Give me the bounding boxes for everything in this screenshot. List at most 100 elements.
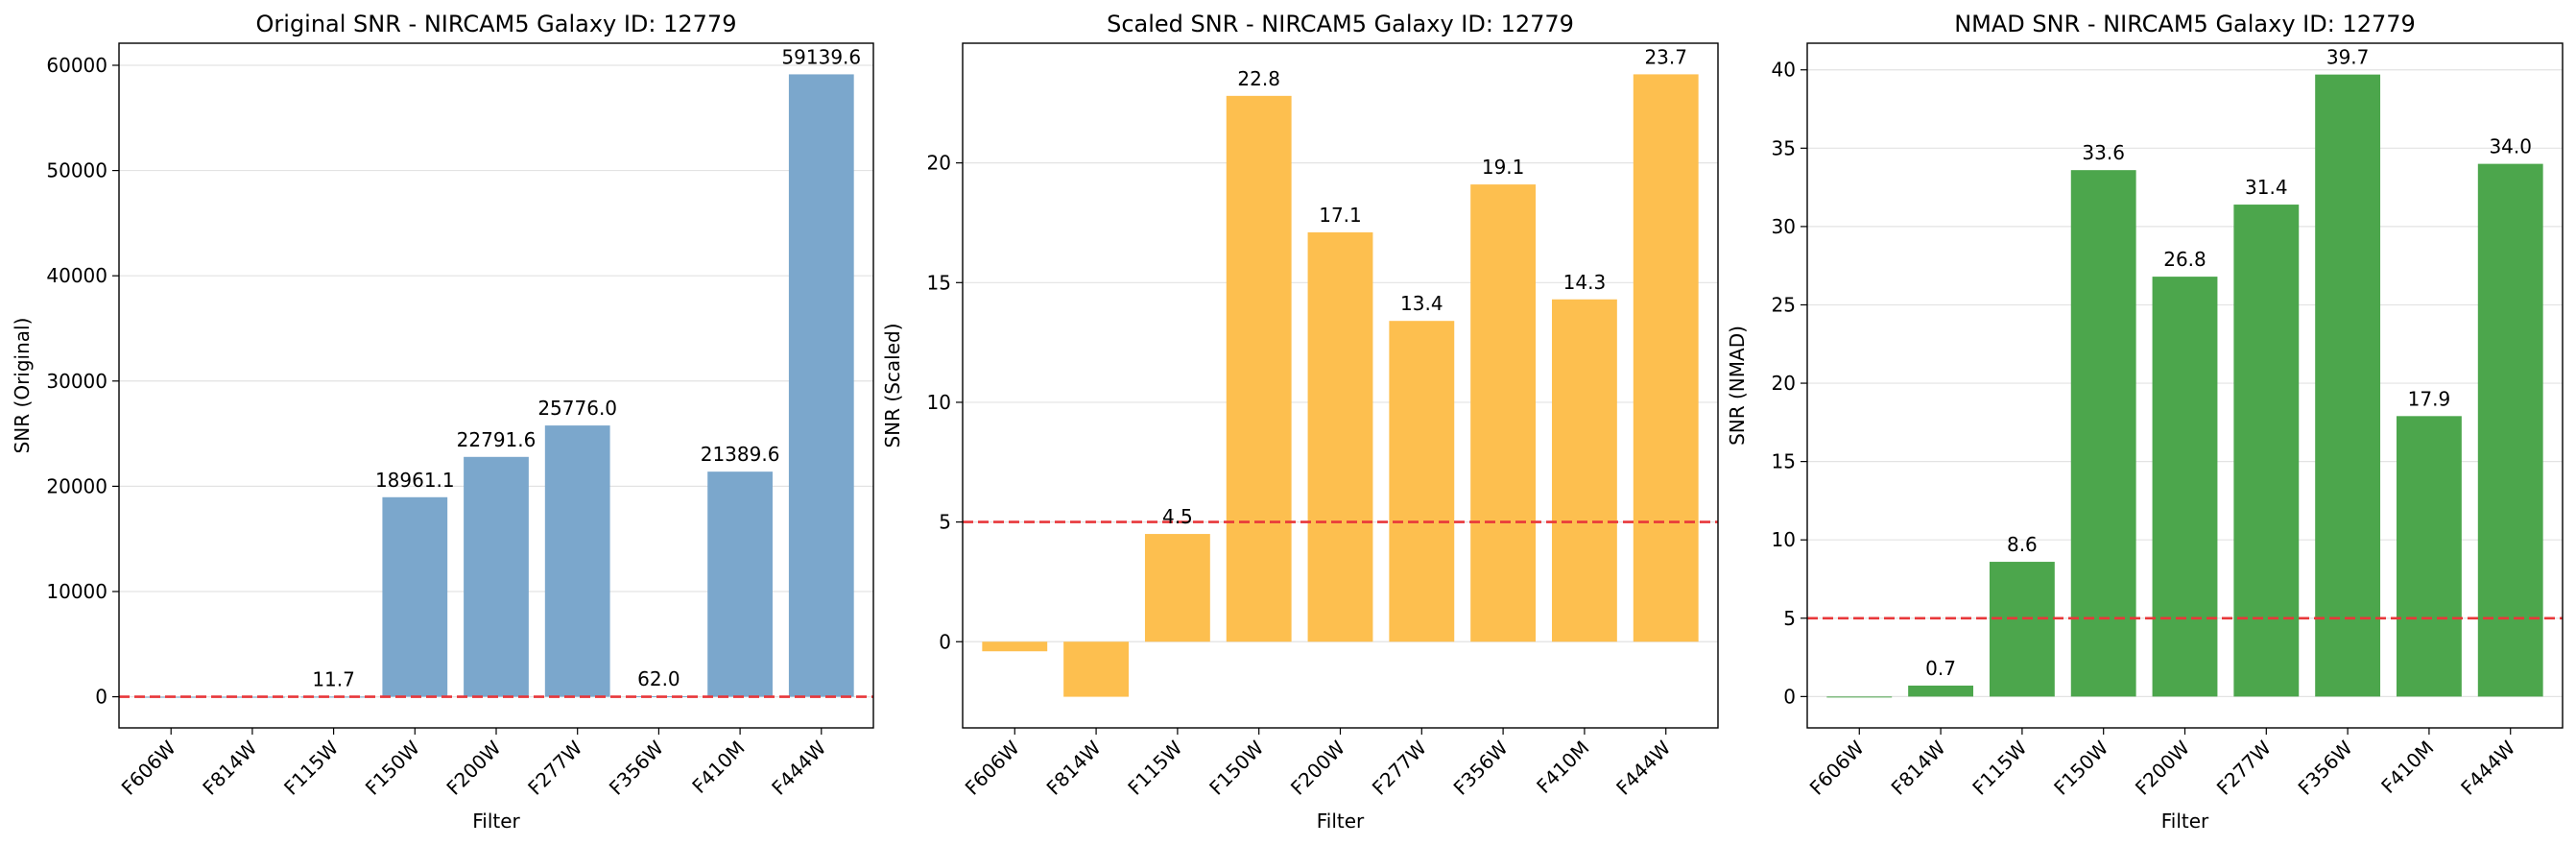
- chart-title: NMAD SNR - NIRCAM5 Galaxy ID: 12779: [1954, 11, 2416, 37]
- y-tick-label: 15: [1772, 450, 1796, 473]
- chart-title: Scaled SNR - NIRCAM5 Galaxy ID: 12779: [1107, 11, 1574, 37]
- y-tick-label: 5: [939, 511, 951, 534]
- x-tick-label: F356W: [605, 736, 668, 799]
- y-tick-label: 5: [1783, 607, 1796, 630]
- x-tick-label: F410M: [687, 737, 749, 798]
- x-tick-label: F115W: [1968, 736, 2031, 799]
- x-tick-label: F277W: [2212, 736, 2276, 799]
- data-label: 18961.1: [375, 469, 455, 492]
- bar-f150w: [1226, 95, 1292, 642]
- y-tick-label: 10000: [46, 580, 107, 603]
- data-label: 0.7: [1925, 657, 1956, 680]
- data-label: 39.7: [2326, 46, 2370, 69]
- x-tick-label: F200W: [1286, 736, 1349, 799]
- data-label: 25776.0: [537, 397, 617, 420]
- x-tick-label: F410M: [2376, 737, 2438, 798]
- x-tick-label: F150W: [1205, 736, 1268, 799]
- x-tick-label: F814W: [1042, 736, 1106, 799]
- y-axis-label: SNR (Original): [11, 318, 34, 454]
- bar-f606w: [1826, 696, 1893, 698]
- data-label: 14.3: [1563, 271, 1607, 294]
- bar-f277w: [2233, 205, 2300, 697]
- x-tick-label: F444W: [767, 736, 830, 799]
- bar-f444w: [2477, 163, 2543, 697]
- chart-panel-1: 0 10000 20000 30000 40000 50000 60000 11.7 18961…: [11, 11, 874, 833]
- x-tick-label: F277W: [1368, 736, 1431, 799]
- bar-f277w: [544, 425, 610, 697]
- data-label: 4.5: [1162, 505, 1193, 528]
- data-label: 19.1: [1482, 156, 1525, 179]
- x-tick-label: F150W: [2049, 736, 2112, 799]
- y-tick-label: 25: [1772, 293, 1796, 316]
- data-label: 22791.6: [457, 428, 537, 451]
- bar-f606w: [982, 641, 1048, 652]
- bar-f444w: [1633, 74, 1699, 642]
- x-tick-label: F814W: [198, 736, 261, 799]
- bar-f200w: [464, 456, 529, 697]
- chart-panel-2: 0 5 10 15 20 4.5 22.8 17.1 13.4 19.1 14.3 23.7 F606W…: [881, 11, 1719, 833]
- y-axis-label: SNR (NMAD): [1726, 326, 1749, 446]
- data-label: 22.8: [1237, 67, 1280, 90]
- bar-f410m: [2396, 416, 2462, 697]
- bar-f444w: [788, 74, 854, 697]
- bar-f115w: [1989, 562, 2055, 697]
- x-tick-label: F115W: [279, 736, 343, 799]
- data-label: 33.6: [2082, 141, 2125, 164]
- x-tick-label: F200W: [2131, 736, 2194, 799]
- y-tick-label: 35: [1772, 136, 1796, 159]
- x-tick-label: F200W: [441, 736, 505, 799]
- data-label: 62.0: [637, 667, 680, 690]
- x-tick-label: F444W: [2456, 736, 2519, 799]
- y-tick-label: 20: [927, 152, 951, 175]
- x-axis-label: Filter: [472, 810, 520, 833]
- y-tick-label: 40000: [46, 264, 107, 287]
- bar-f356w: [1470, 184, 1537, 642]
- bar-f410m: [707, 471, 773, 697]
- bar-f150w: [2070, 170, 2136, 697]
- y-tick-label: 30000: [46, 370, 107, 393]
- x-axis-label: Filter: [2161, 810, 2209, 833]
- x-tick-label: F606W: [117, 736, 180, 799]
- bar-f277w: [1389, 321, 1455, 642]
- x-tick-label: F444W: [1611, 736, 1675, 799]
- data-label: 8.6: [2007, 533, 2038, 556]
- x-tick-label: F410M: [1532, 737, 1593, 798]
- chart-panel-3: 0 5 10 15 20 25 30 35 40 0.7 8.6 33.6 26.8 31.4 39.7 17…: [1726, 11, 2564, 833]
- x-tick-label: F115W: [1123, 736, 1186, 799]
- x-tick-label: F150W: [361, 736, 424, 799]
- y-tick-label: 20000: [46, 474, 107, 497]
- bar-f814w: [1063, 641, 1130, 697]
- x-tick-label: F814W: [1887, 736, 1950, 799]
- bar-f200w: [2152, 277, 2218, 697]
- plot-frame: [118, 42, 874, 729]
- y-tick-label: 20: [1772, 372, 1796, 395]
- y-tick-label: 40: [1772, 59, 1796, 82]
- data-label: 59139.6: [781, 45, 861, 68]
- bar-f150w: [382, 496, 448, 697]
- bar-f814w: [1908, 685, 1974, 697]
- x-axis-label: Filter: [1317, 810, 1365, 833]
- data-label: 17.9: [2408, 387, 2451, 410]
- y-tick-label: 50000: [46, 159, 107, 182]
- data-label: 26.8: [2163, 248, 2206, 271]
- data-label: 11.7: [312, 667, 355, 690]
- plot-frame: [1806, 42, 2564, 729]
- bar-f200w: [1307, 231, 1373, 642]
- x-tick-label: F606W: [961, 736, 1024, 799]
- data-label: 34.0: [2489, 135, 2532, 158]
- data-label: 13.4: [1400, 292, 1443, 315]
- x-tick-label: F356W: [1449, 736, 1513, 799]
- data-label: 21389.6: [701, 443, 780, 466]
- chart-title: Original SNR - NIRCAM5 Galaxy ID: 12779: [256, 11, 737, 37]
- data-label: 23.7: [1644, 45, 1687, 68]
- x-tick-label: F277W: [523, 736, 586, 799]
- y-tick-label: 10: [1772, 528, 1796, 551]
- y-tick-label: 0: [939, 630, 951, 653]
- plot-frame: [962, 42, 1719, 729]
- data-label: 17.1: [1319, 204, 1362, 227]
- x-tick-label: F606W: [1805, 736, 1869, 799]
- y-tick-label: 15: [927, 271, 951, 294]
- x-tick-label: F356W: [2294, 736, 2357, 799]
- bar-f410m: [1551, 299, 1617, 642]
